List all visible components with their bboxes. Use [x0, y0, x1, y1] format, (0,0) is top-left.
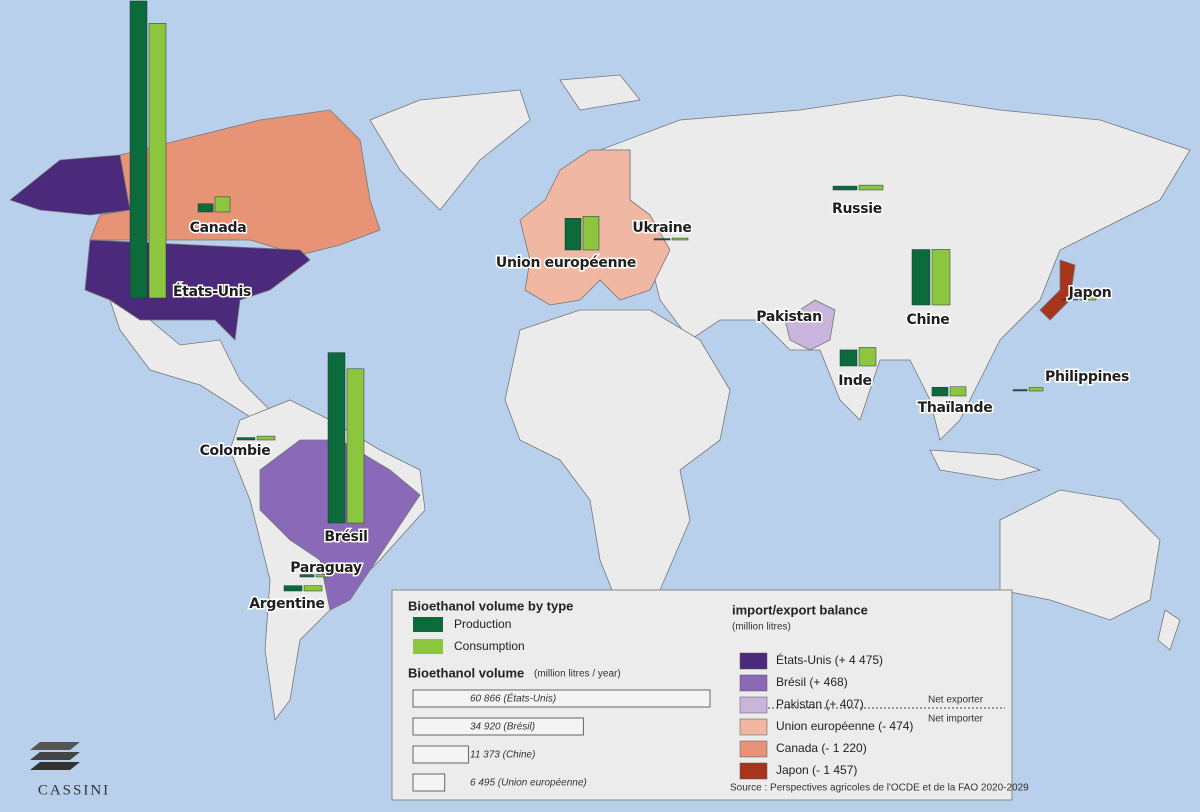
legend-volume-title: Bioethanol volume: [408, 665, 524, 680]
country-label: Colombie: [200, 443, 271, 459]
arctic-island: [559, 74, 641, 111]
country-label: Russie: [832, 201, 882, 217]
production-bar: [653, 238, 671, 241]
logo-layer: [30, 752, 80, 760]
volume-scale-bar: [412, 773, 446, 792]
consumption-bar: [214, 196, 231, 213]
volume-scale-label: 11 373 (Chine): [470, 750, 535, 761]
balance-label: États-Unis (+ 4 475): [776, 652, 883, 667]
balance-label: Pakistan (+ 407): [776, 697, 864, 711]
legend: Bioethanol volume by type Bioethanol vol…: [408, 598, 1029, 793]
country-label: Pakistan: [756, 309, 821, 325]
volume-scale-label: 34 920 (Brésil): [470, 722, 535, 733]
balance-label: Japon (- 1 457): [776, 763, 857, 777]
country-label: Inde: [838, 373, 872, 389]
production-bar: [832, 185, 858, 191]
logo-layer: [30, 762, 80, 770]
production-bar: [197, 203, 214, 213]
source: Source : Perspectives agricoles de l'OCD…: [730, 783, 1029, 794]
balance-swatch: [739, 696, 768, 714]
type-swatch: [413, 639, 443, 654]
africa: [504, 309, 731, 611]
pakistan: [784, 299, 836, 351]
balance-swatch: [739, 718, 768, 736]
consumption-bar: [949, 386, 967, 397]
volume-scale-bar: [412, 745, 469, 764]
production-bar: [911, 249, 931, 306]
asia: [599, 94, 1191, 441]
consumption-bar: [1028, 387, 1044, 392]
country-label: États-Unis: [173, 283, 251, 300]
legend-balance-title: import/export balance: [732, 602, 868, 617]
volume-scale-label: 6 495 (Union européenne): [470, 778, 587, 789]
country-labels: États-Unis Canada Union européenne Ukraine R…: [171, 200, 1130, 614]
legend-balance-unit: (million litres): [732, 622, 791, 633]
bars: [129, 0, 1097, 592]
consumption-bar: [303, 585, 323, 592]
production-bar: [839, 349, 858, 367]
volume-scale-label: 60 866 (États-Unis): [470, 692, 556, 705]
volume-scale-bar: [412, 717, 584, 736]
legend-volume-unit: (million litres / year): [534, 669, 621, 680]
balance-swatch: [739, 652, 768, 670]
consumption-bar: [671, 237, 689, 241]
logo-text: CASSINI: [38, 782, 110, 798]
production-bar: [931, 386, 949, 397]
country-label: Philippines: [1045, 369, 1129, 385]
consumption-bar: [1079, 291, 1097, 301]
country-label: Union européenne: [496, 255, 636, 271]
country-label: Chine: [906, 312, 949, 328]
consumption-bar: [858, 184, 884, 191]
country-label: Thaïlande: [918, 400, 993, 416]
logo: CASSINI: [30, 742, 110, 798]
balance-label: Canada (- 1 220): [776, 741, 867, 755]
country-label: Argentine: [249, 596, 324, 612]
indonesia: [929, 449, 1042, 481]
consumption-bar: [256, 435, 276, 441]
country-label: Ukraine: [632, 220, 691, 236]
consumption-bar: [858, 347, 877, 367]
type-swatch: [413, 617, 443, 632]
consumption-bar: [148, 23, 167, 299]
country-label: Paraguay: [290, 560, 362, 576]
country-label: Brésil: [324, 529, 367, 545]
balance-swatch: [739, 740, 768, 758]
country-label: Japon: [1068, 285, 1112, 301]
production-bar: [1012, 389, 1028, 392]
consumption-bar: [346, 368, 365, 524]
new-zealand: [1157, 609, 1181, 651]
consumption-bar: [315, 574, 331, 578]
production-bar: [236, 437, 256, 441]
legend-type-title: Bioethanol volume by type: [408, 598, 573, 613]
balance-swatch: [739, 762, 768, 780]
production-bar: [564, 218, 582, 251]
net-importer: Net importer: [928, 714, 984, 725]
balance-swatch: [739, 674, 768, 692]
volume-scale-bar: [412, 689, 711, 708]
net-exporter: Net exporter: [928, 695, 984, 706]
consumption-bar: [582, 216, 600, 251]
type-label: Production: [454, 617, 511, 631]
greenland: [369, 89, 531, 211]
type-label: Consumption: [454, 639, 525, 653]
balance-label: Union européenne (- 474): [776, 719, 913, 733]
australia: [999, 489, 1161, 621]
logo-layer: [30, 742, 80, 750]
production-bar: [129, 0, 148, 299]
production-bar: [283, 585, 303, 592]
production-bar: [327, 352, 346, 524]
balance-label: Brésil (+ 468): [776, 675, 848, 689]
japan: [1039, 259, 1076, 321]
country-label: Canada: [190, 220, 247, 236]
consumption-bar: [931, 249, 951, 306]
production-bar: [299, 574, 315, 578]
